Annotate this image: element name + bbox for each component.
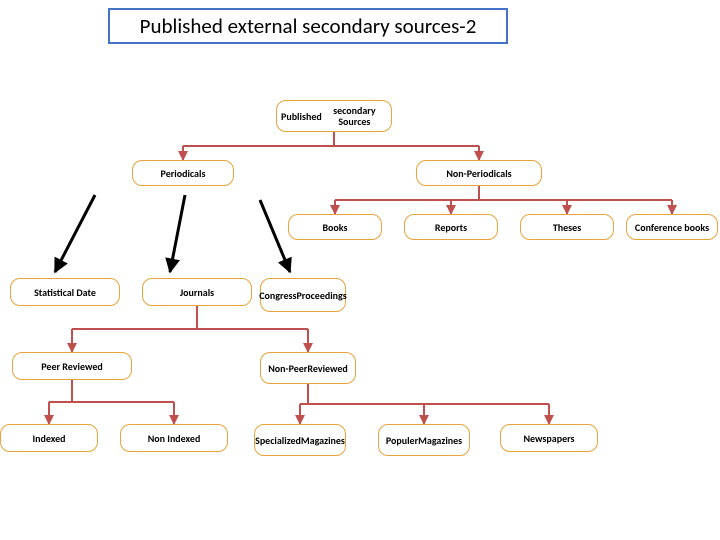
node-conf: Conference books <box>626 214 718 240</box>
diagram-edges <box>0 0 720 540</box>
node-reports: Reports <box>404 214 498 240</box>
node-periodicals: Periodicals <box>132 160 234 186</box>
node-root: Publishedsecondary Sources <box>276 100 392 132</box>
node-nonpeer: Non-PeerReviewed <box>260 352 356 384</box>
node-peer: Peer Reviewed <box>12 352 132 380</box>
node-specmag: SpecializedMagazines <box>254 424 346 456</box>
black-arrow-0 <box>55 195 95 272</box>
node-stat: Statistical Date <box>10 278 120 306</box>
node-nonper: Non-Periodicals <box>416 160 542 186</box>
node-books: Books <box>288 214 382 240</box>
page-title: Published external secondary sources-2 <box>108 8 508 44</box>
black-arrow-1 <box>170 195 185 272</box>
black-arrow-2 <box>260 200 290 272</box>
node-congress: CongressProceedings <box>260 278 346 312</box>
node-theses: Theses <box>520 214 614 240</box>
node-popmag: PopulerMagazines <box>378 424 470 456</box>
node-journals: Journals <box>142 278 252 306</box>
node-nonindexed: Non Indexed <box>120 424 228 452</box>
node-indexed: Indexed <box>0 424 98 452</box>
node-news: Newspapers <box>500 424 598 452</box>
